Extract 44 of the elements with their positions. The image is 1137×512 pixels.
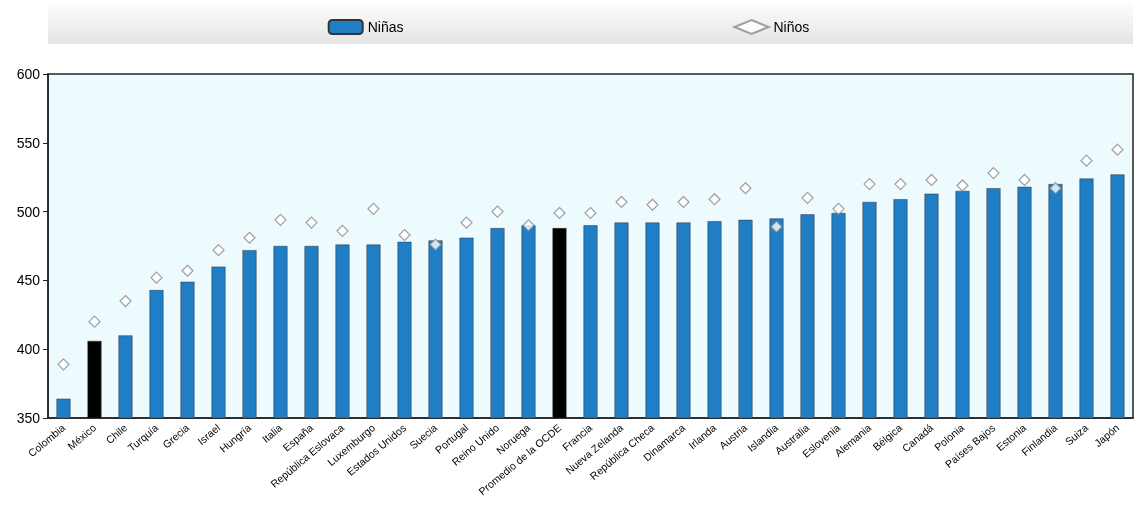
y-tick-label: 450 [16, 272, 41, 289]
point [181, 264, 194, 277]
point [243, 231, 256, 244]
legend-label: Niñas [367, 19, 404, 35]
point [336, 224, 349, 237]
point [739, 182, 752, 195]
y-tick-label: 400 [16, 341, 41, 358]
point [305, 216, 318, 229]
point [894, 177, 907, 191]
point [398, 228, 411, 242]
point [491, 205, 504, 218]
point [987, 166, 1000, 180]
point [150, 271, 163, 284]
point [274, 213, 287, 226]
x-tick-label: Italia [259, 421, 285, 445]
point [646, 198, 659, 211]
point [801, 191, 814, 204]
point [1080, 154, 1093, 167]
point [863, 177, 876, 191]
y-tick-label: 600 [16, 66, 41, 82]
point [88, 315, 101, 328]
point [1111, 143, 1124, 156]
legend-label: Niños [773, 19, 810, 35]
point [584, 206, 597, 220]
point [615, 195, 628, 209]
point [1049, 182, 1062, 195]
point [522, 219, 535, 232]
point [770, 220, 783, 233]
point [677, 195, 690, 209]
point [925, 173, 938, 187]
point [57, 358, 70, 371]
point [708, 193, 721, 206]
y-tick-label: 550 [16, 134, 41, 151]
point [956, 179, 969, 192]
point [212, 244, 225, 257]
point [429, 238, 442, 251]
point [832, 202, 845, 215]
point [119, 294, 132, 308]
point [460, 216, 473, 229]
point [1018, 173, 1031, 187]
y-tick-label: 500 [16, 203, 41, 220]
y-tick-label: 350 [16, 410, 41, 426]
point [553, 206, 566, 220]
point [367, 202, 380, 215]
